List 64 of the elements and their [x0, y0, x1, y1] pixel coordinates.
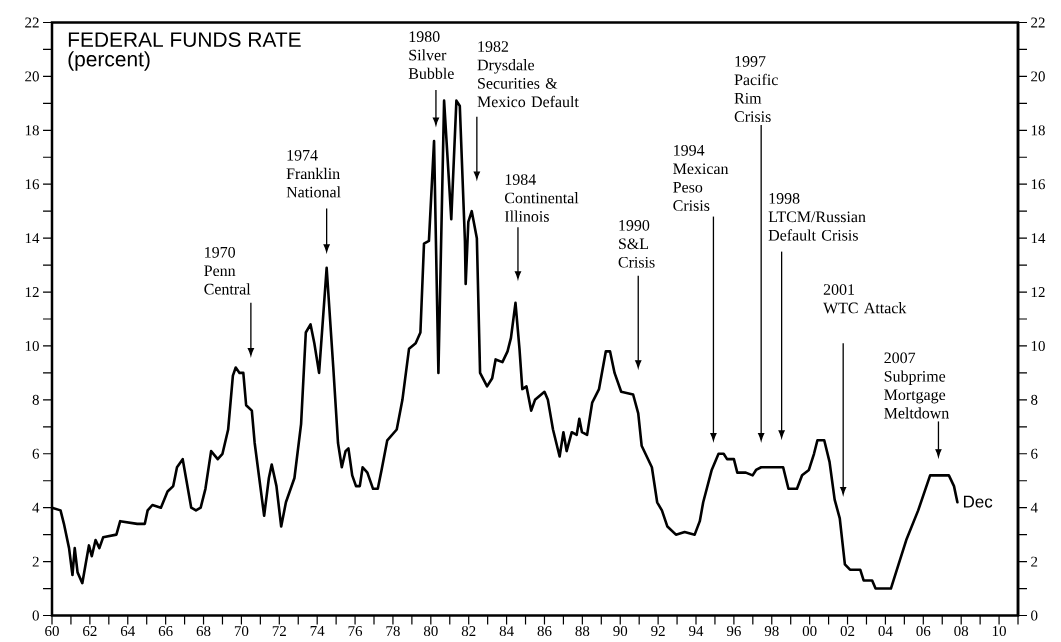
y2-tick-label: 20 — [25, 71, 39, 82]
x-tick-label: 72 — [272, 626, 286, 636]
x-tick-label: 04 — [878, 626, 893, 637]
x-tick-label: 06 — [916, 626, 931, 637]
x-tick-label: 98 — [764, 626, 779, 637]
y-tick-label: 6 — [1031, 448, 1038, 459]
x-tick-label: 02 — [840, 626, 855, 637]
annotation: 1998 LTCM/Russian Default Crisis — [768, 193, 866, 241]
y2-tick-label: 18 — [25, 125, 39, 136]
y2-tick-label: 22 — [25, 17, 39, 28]
x-tick-label: 60 — [45, 626, 59, 637]
annotation: 2007 Subprime Mortgage Meltdown — [884, 352, 950, 419]
y2-tick-label: 12 — [25, 287, 39, 297]
x-tick-label: 70 — [234, 626, 249, 637]
annotation: 1970 Penn Central — [204, 246, 251, 295]
annotation: 1984 Continental Illinois — [504, 174, 579, 222]
x-tick-label: 84 — [499, 626, 514, 637]
y2-tick-label: 2 — [32, 556, 39, 567]
annotation: 1997 Pacific Rim Crisis — [734, 56, 778, 123]
x-tick-label: 90 — [613, 626, 628, 637]
x-tick-label: 82 — [461, 626, 476, 637]
x-tick-label: 96 — [726, 626, 741, 637]
y-tick-label: 10 — [1031, 340, 1045, 351]
y2-tick-label: 4 — [32, 502, 40, 513]
x-tick-label: 94 — [689, 626, 704, 637]
annotation: 1982 Drysdale Securities & Mexico Default — [477, 41, 579, 108]
y2-tick-label: 8 — [32, 394, 39, 405]
annotation: 1994 Mexican Peso Crisis — [673, 144, 729, 211]
annotation: 2001 WTC Attack — [823, 284, 907, 314]
y2-tick-label: 10 — [25, 340, 39, 351]
chart-title: FEDERAL FUNDS RATE — [68, 32, 301, 47]
x-tick-label: 64 — [120, 626, 135, 637]
x-tick-label: 00 — [802, 626, 817, 637]
y-tick-label: 0 — [1031, 610, 1038, 621]
x-tick-label: 80 — [423, 626, 438, 637]
x-tick-label: 88 — [575, 626, 590, 637]
y-tick-label: 14 — [1031, 233, 1046, 244]
x-tick-label: 86 — [537, 626, 552, 637]
text: (percent) — [68, 51, 150, 71]
y2-tick-label: 6 — [32, 448, 40, 459]
x-tick-label: 10 — [992, 626, 1006, 637]
y-tick-label: 16 — [1031, 179, 1046, 190]
y2-tick-label: 16 — [25, 179, 40, 190]
x-tick-label: 08 — [954, 626, 969, 637]
x-tick-label: 78 — [386, 626, 400, 637]
y-tick-label: 18 — [1031, 125, 1045, 136]
annotation: Dec — [963, 495, 993, 508]
y-tick-label: 4 — [1030, 502, 1038, 513]
y2-tick-label: 14 — [25, 233, 40, 244]
y2-tick-label: 0 — [32, 610, 39, 621]
x-tick-label: 76 — [348, 626, 363, 637]
annotation: 1980 Silver Bubble — [408, 31, 454, 79]
x-tick-label: 62 — [83, 626, 97, 637]
annotation: 1974 Franklin National — [286, 149, 341, 198]
annotation: 1990 S&L Crisis — [618, 219, 655, 268]
y-tick-label: 12 — [1031, 287, 1045, 297]
y-tick-label: 8 — [1031, 394, 1038, 405]
x-tick-label: 92 — [651, 626, 665, 637]
y-tick-label: 20 — [1031, 71, 1045, 82]
x-tick-label: 66 — [158, 626, 173, 637]
y-tick-label: 2 — [1031, 556, 1038, 567]
y-tick-label: 22 — [1031, 17, 1045, 28]
x-tick-label: 68 — [196, 626, 211, 637]
x-tick-label: 74 — [310, 626, 325, 636]
